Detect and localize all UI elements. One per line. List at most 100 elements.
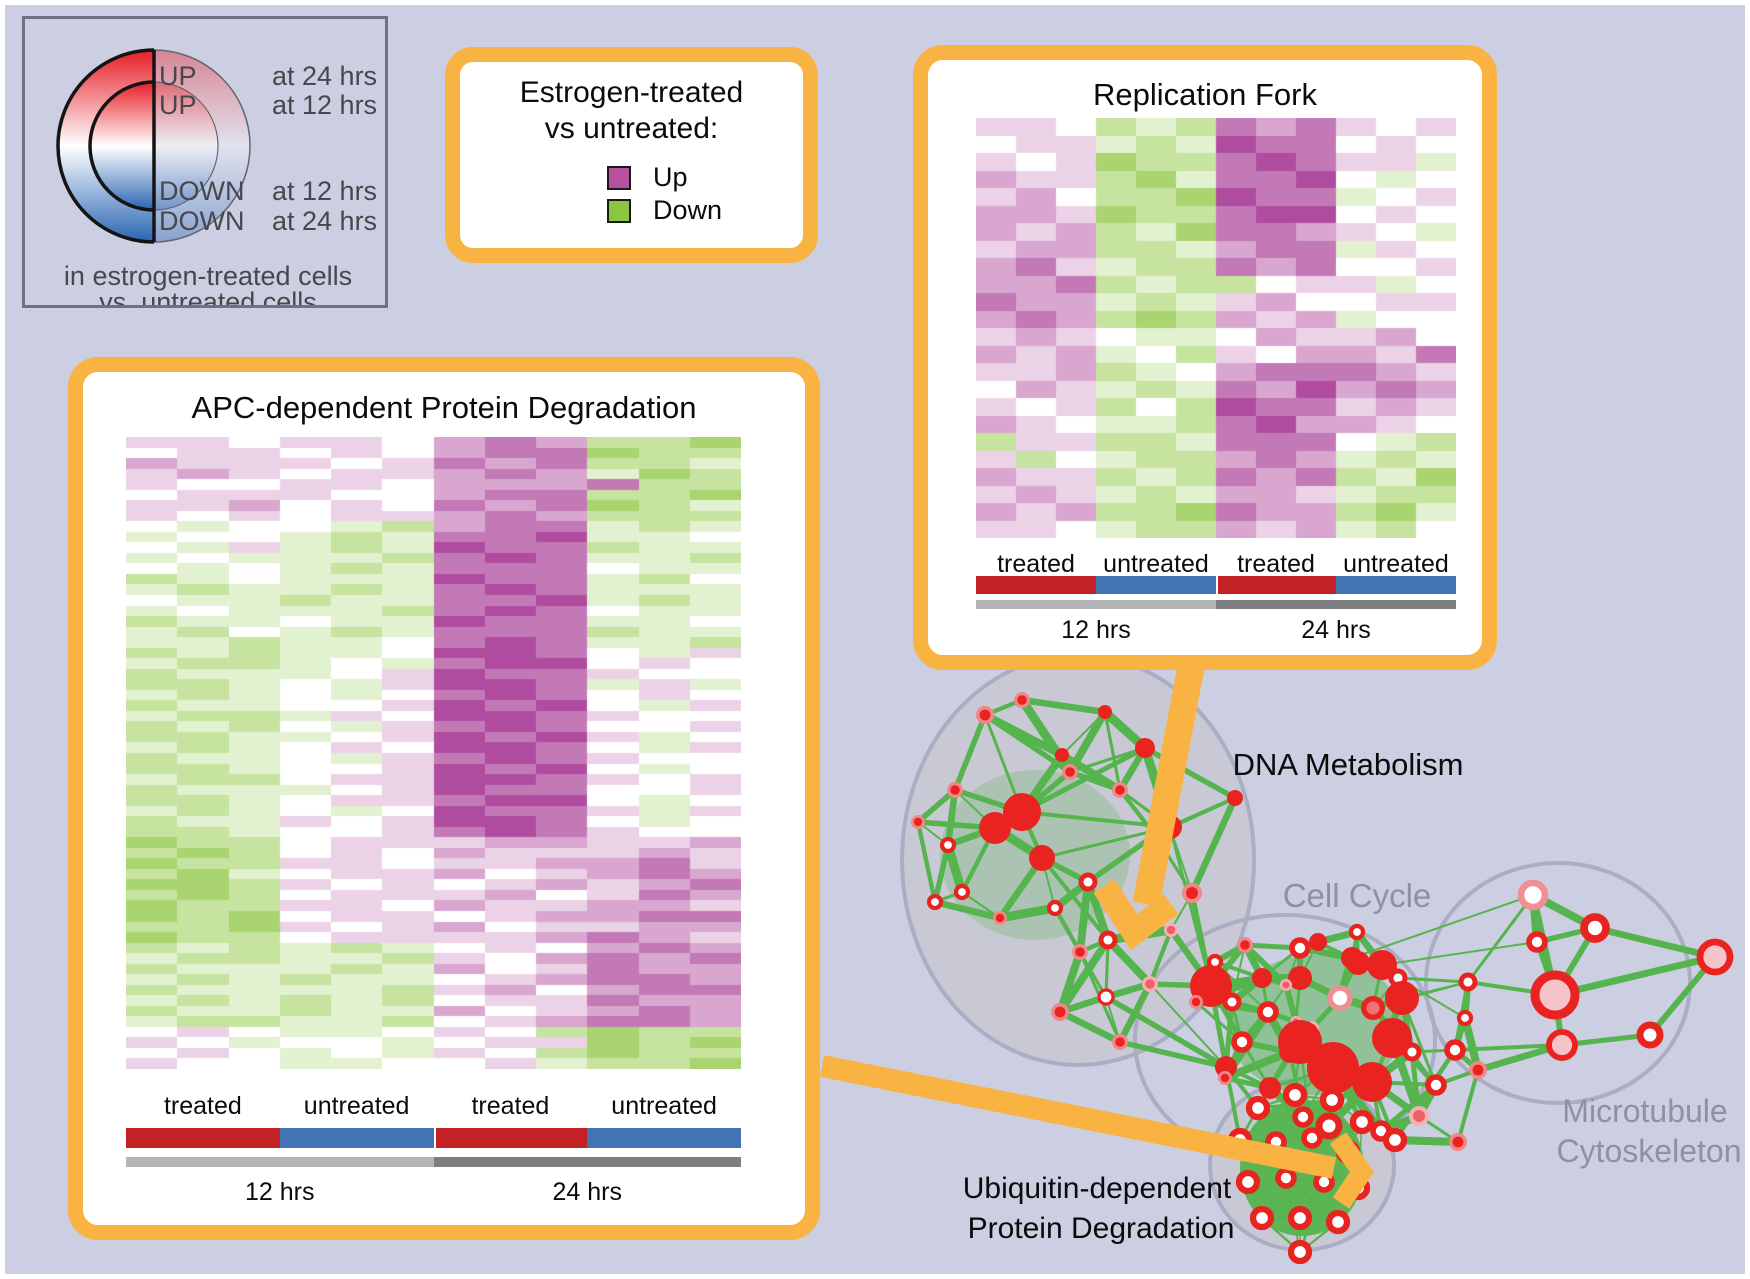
network-node-pink-ring: [1517, 879, 1549, 911]
rf-heatmap-canvas: [976, 118, 1456, 538]
legend-down-swatch: [607, 199, 631, 223]
network-node-halo-core: [979, 709, 991, 721]
network-edge: [1021, 696, 1106, 716]
estrogen-legend: Estrogen-treated vs untreated: Up Down: [445, 47, 818, 263]
network-node-ring: [1206, 953, 1224, 971]
network-node-solid: [1215, 1056, 1237, 1078]
network-node-ring: [1325, 1209, 1351, 1235]
network-node-ring: [1287, 1205, 1313, 1231]
network-node-halo-core: [1186, 887, 1198, 899]
network-edge: [1594, 924, 1716, 961]
legend-title-line1: Estrogen-treated: [519, 76, 744, 109]
network-node-ring: [1580, 913, 1610, 943]
group-label-untreated-1: untreated: [303, 1092, 410, 1120]
updown-circle-key: UP at 24 hrs UP at 12 hrs DOWN at 12 hrs…: [56, 48, 377, 305]
network-node-ring: [1458, 972, 1478, 992]
network-edge: [1076, 881, 1092, 953]
network-node-ring: [1289, 937, 1311, 959]
key-down-24-time: at 24 hrs: [272, 206, 377, 236]
network-edge: [1466, 894, 1535, 983]
network-node-ring: [1526, 931, 1548, 953]
group-label-untreated-3: untreated: [611, 1092, 717, 1120]
key-caption-line2: vs. untreated cells: [99, 287, 317, 305]
legend-title-line2: vs untreated:: [544, 112, 719, 145]
key-down-12-time: at 12 hrs: [272, 176, 377, 206]
network-edge: [1040, 856, 1110, 942]
arrow-head-1: [1093, 879, 1179, 951]
network-node-pink-center: [1696, 938, 1734, 976]
network-node-pink-ring: [1327, 985, 1353, 1011]
untreated-bar: [1096, 576, 1216, 594]
network-node-solid: [1252, 968, 1272, 988]
network-edge: [999, 903, 1056, 923]
network-node-solid: [1309, 933, 1327, 951]
key-up-12-word: UP: [159, 90, 197, 120]
group-label-untreated-1: untreated: [1103, 550, 1209, 578]
network-node-ring: [1287, 1239, 1313, 1265]
network-node-ring: [1456, 1009, 1474, 1027]
network-node-ring: [1245, 1095, 1271, 1121]
network-node-pink-center: [1546, 1029, 1578, 1061]
network-node-solid: [1190, 965, 1232, 1007]
key-caption-line1: in estrogen-treated cells: [64, 261, 352, 291]
network-edge: [1393, 1048, 1457, 1142]
network-node-pink-core: [1366, 1001, 1380, 1015]
arrow-head-2: [1329, 1132, 1375, 1209]
network-edge: [1381, 941, 1538, 966]
network-edge: [1053, 906, 1082, 954]
network-node-ring: [1078, 872, 1098, 892]
network-node-halo-core: [1065, 767, 1075, 777]
network-node-solid: [1259, 1077, 1281, 1099]
network-node-halo-core: [950, 785, 960, 795]
network-node-solid: [1098, 705, 1112, 719]
network-edge: [1351, 894, 1534, 959]
key-up-12-time: at 12 hrs: [272, 90, 377, 120]
network-node-solid: [1055, 748, 1069, 762]
network-node-solid: [1029, 845, 1055, 871]
hours-24-bar: [1216, 600, 1456, 609]
network-edge: [952, 713, 988, 792]
network-node-ring: [1282, 1082, 1308, 1108]
network-node-solid: [979, 812, 1011, 844]
network-node-halo-core: [1191, 997, 1201, 1007]
network-node-ring: [1257, 1001, 1279, 1023]
treated-bar: [126, 1128, 280, 1148]
network-node-solid: [1346, 951, 1370, 975]
network-edge: [1056, 937, 1112, 1015]
network-edge: [944, 789, 959, 846]
network-node-halo-core: [1054, 1006, 1066, 1018]
network-node-ring: [1249, 1205, 1275, 1231]
key-up-24-word: UP: [159, 61, 197, 91]
network-edge: [934, 898, 1001, 922]
network-node-ring: [1231, 1031, 1253, 1053]
time-label-12hrs: 12 hrs: [245, 1178, 315, 1206]
arrow-shaft-2: [819, 1055, 1337, 1179]
network-edge: [1231, 944, 1246, 1003]
network-node-halo-core: [1240, 940, 1250, 950]
network-node-solid: [1135, 738, 1155, 758]
network-edge: [916, 787, 957, 825]
treated-bar: [1218, 576, 1336, 594]
group-label-treated-0: treated: [997, 550, 1075, 578]
network-edge: [1103, 711, 1122, 791]
key-up-24-time: at 24 hrs: [272, 61, 377, 91]
cluster-label-ub-line2: Protein Degradation: [968, 1212, 1235, 1245]
network-node-halo-core: [1115, 1037, 1125, 1047]
network-edge: [915, 821, 938, 903]
network-node-ring: [1222, 992, 1242, 1012]
network-node-halo-core: [1452, 1136, 1464, 1148]
time-label-24hrs: 24 hrs: [1301, 616, 1371, 644]
untreated-bar: [279, 1128, 434, 1148]
network-node-solid: [1288, 966, 1312, 990]
network-edge: [1119, 1039, 1227, 1070]
network-node-solid: [1278, 1020, 1322, 1064]
cluster-label-dna-line1: DNA Metabolism: [1233, 747, 1464, 782]
treated-bar: [976, 576, 1096, 594]
treated-bar: [435, 1128, 588, 1148]
network-edge: [1066, 710, 1109, 774]
network-node-ring: [1292, 1106, 1314, 1128]
network-node-pale-core: [1145, 979, 1155, 989]
legend-down-label: Down: [653, 195, 723, 225]
